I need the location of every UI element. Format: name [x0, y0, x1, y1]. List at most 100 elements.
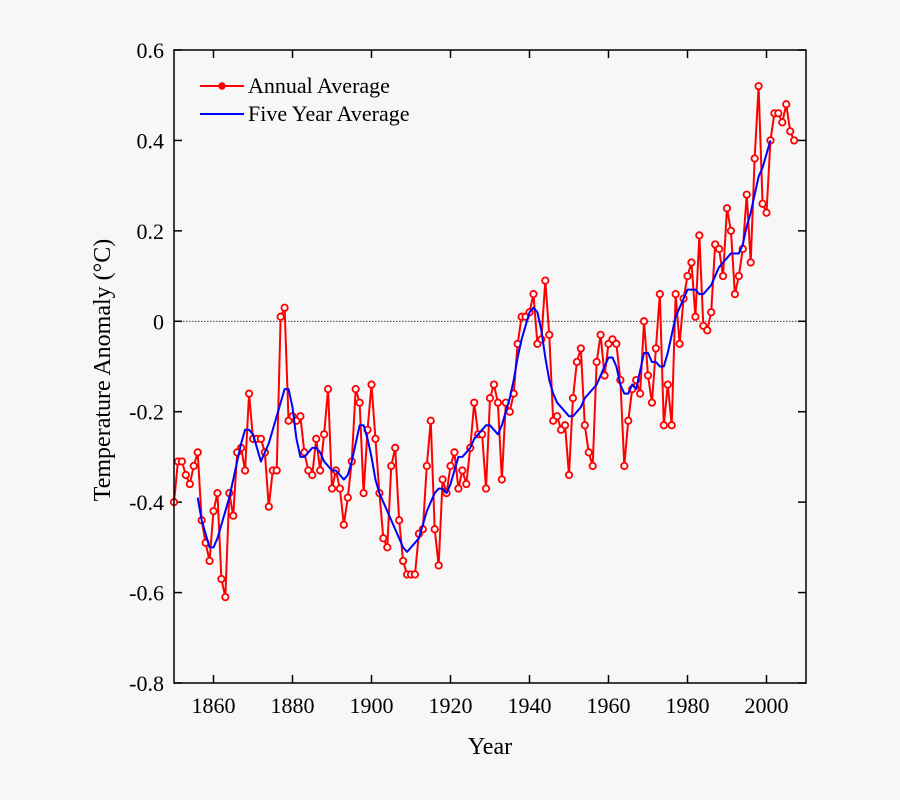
y-tick-label: 0.4	[137, 128, 165, 153]
y-tick-label: 0.2	[137, 219, 165, 244]
data-point	[647, 398, 657, 407]
data-point	[643, 371, 653, 380]
data-point	[308, 470, 317, 480]
data-point	[718, 271, 728, 281]
data-point	[774, 109, 783, 118]
data-point	[651, 344, 661, 353]
data-point	[264, 502, 273, 511]
data-point	[639, 317, 649, 326]
data-point	[398, 556, 408, 566]
data-point	[359, 488, 368, 498]
data-point	[667, 421, 676, 430]
y-tick-label: 0	[153, 309, 164, 334]
data-point	[714, 244, 724, 254]
data-point	[746, 258, 755, 267]
data-point	[241, 466, 250, 475]
data-point	[493, 398, 502, 407]
y-tick-label: 0.6	[137, 38, 165, 63]
data-point	[450, 448, 459, 457]
x-tick-label: 1900	[350, 693, 394, 718]
data-point	[426, 416, 435, 425]
data-point	[481, 484, 491, 493]
data-point	[379, 534, 388, 543]
x-tick-label: 1860	[192, 693, 236, 718]
data-point	[786, 127, 795, 136]
y-tick-label: -0.4	[129, 490, 164, 515]
x-tick-label: 1920	[429, 693, 473, 718]
data-point	[529, 290, 538, 299]
data-point	[659, 421, 668, 430]
data-point	[687, 258, 696, 267]
data-point	[624, 416, 633, 425]
x-tick-label: 1960	[587, 693, 631, 718]
data-point	[470, 398, 479, 407]
data-point	[580, 421, 589, 430]
data-point	[272, 466, 281, 475]
data-point	[790, 136, 799, 145]
data-point	[395, 516, 404, 525]
data-point	[434, 561, 443, 570]
data-point	[754, 82, 763, 91]
data-point	[695, 231, 704, 240]
x-axis-label: Year	[468, 734, 512, 760]
data-point	[276, 312, 285, 321]
data-point	[742, 190, 751, 199]
plot-background	[174, 50, 806, 683]
data-point	[683, 271, 692, 281]
y-axis-label: Temperature Anomaly (°C)	[90, 239, 116, 502]
data-point	[410, 570, 420, 579]
y-tick-label: -0.2	[129, 400, 164, 425]
data-point	[497, 475, 506, 484]
data-point	[367, 380, 376, 389]
data-point	[296, 412, 305, 421]
data-point	[312, 434, 321, 443]
data-point	[383, 543, 392, 552]
data-point	[209, 507, 218, 516]
data-point	[177, 457, 186, 466]
data-point	[371, 434, 380, 443]
data-point	[655, 290, 664, 299]
plot-frame	[173, 49, 807, 684]
data-point	[489, 380, 499, 389]
data-point	[316, 466, 325, 475]
data-point	[319, 430, 329, 439]
data-point	[280, 303, 289, 312]
data-point	[553, 412, 562, 421]
data-point	[750, 154, 759, 163]
data-point	[758, 199, 767, 208]
data-point	[458, 466, 467, 475]
data-point	[572, 357, 582, 367]
data-point	[351, 385, 360, 394]
x-tick-label: 1880	[271, 693, 315, 718]
data-point	[327, 484, 337, 493]
y-tick-label: -0.6	[129, 581, 164, 606]
data-point	[387, 461, 396, 471]
data-point	[592, 357, 601, 367]
data-point	[462, 479, 471, 489]
data-point	[217, 574, 226, 584]
data-point	[675, 339, 684, 348]
data-point	[671, 290, 680, 299]
data-point	[730, 290, 740, 299]
data-point	[189, 461, 198, 471]
data-point	[485, 394, 495, 403]
data-point	[707, 308, 716, 317]
data-point	[568, 394, 578, 403]
data-point	[620, 461, 629, 471]
data-point	[596, 330, 605, 339]
data-point	[576, 344, 585, 353]
x-tick-label: 1980	[666, 693, 710, 718]
data-point	[339, 520, 348, 529]
data-point	[545, 330, 554, 339]
legend-marker	[218, 82, 226, 90]
data-point	[181, 470, 190, 480]
data-point	[722, 204, 732, 213]
data-point	[355, 398, 364, 407]
data-point	[541, 276, 550, 285]
data-point	[691, 312, 700, 321]
data-point	[256, 434, 265, 443]
data-point	[584, 448, 593, 457]
data-point	[560, 421, 570, 430]
data-point	[588, 461, 597, 471]
